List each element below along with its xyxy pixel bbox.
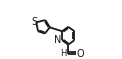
Text: S: S — [32, 17, 38, 27]
Text: H: H — [61, 49, 67, 58]
Text: O: O — [77, 49, 85, 59]
Text: N: N — [54, 35, 61, 45]
